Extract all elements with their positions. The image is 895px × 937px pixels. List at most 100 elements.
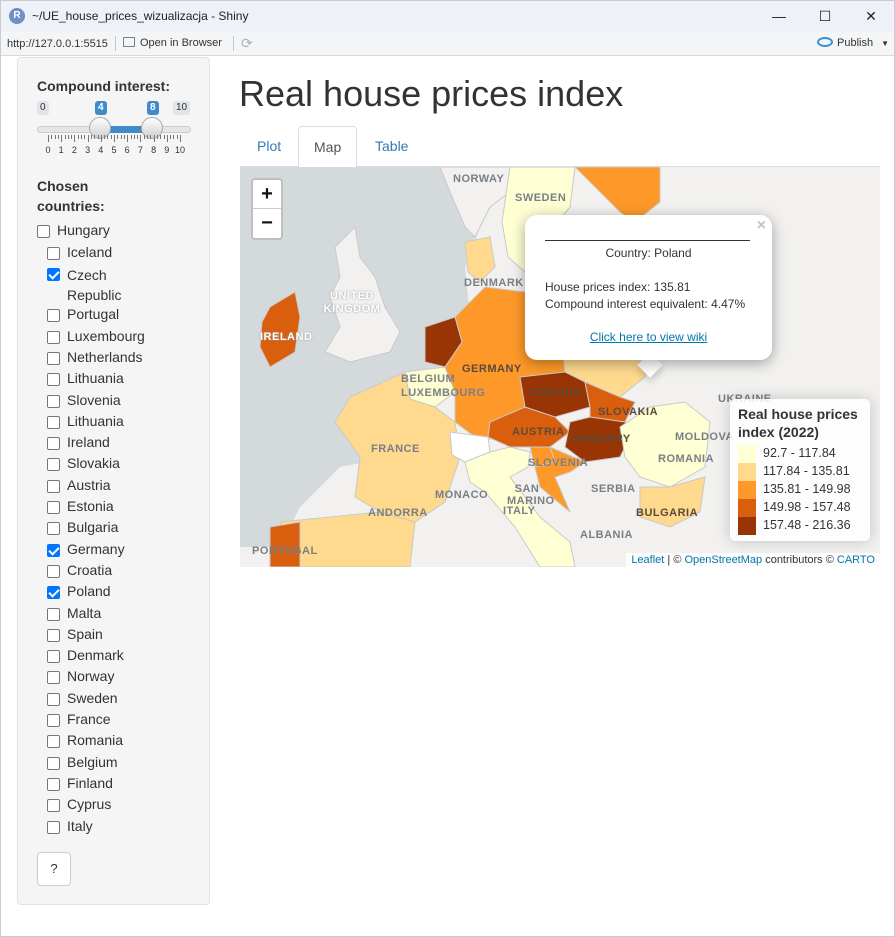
slider-tick <box>90 135 92 139</box>
checkbox-label: Estonia <box>67 498 114 514</box>
publish-label: Publish <box>837 37 874 49</box>
checkbox-label: France <box>67 711 111 727</box>
checkbox-label: Germany <box>67 540 125 557</box>
legend-swatch <box>738 517 756 535</box>
checkbox-box[interactable] <box>47 671 60 685</box>
popup-country: Country: Poland <box>605 246 692 260</box>
zoom-control: + − <box>251 178 283 240</box>
bulgaria-shape <box>639 476 706 528</box>
checkbox-box[interactable] <box>47 330 60 344</box>
france-shape <box>334 371 461 523</box>
open-in-browser-label: Open in Browser <box>140 37 222 49</box>
divider <box>115 36 116 51</box>
checkbox-label: Sweden <box>67 689 118 706</box>
help-button[interactable]: ? <box>37 852 71 886</box>
leaflet-map[interactable]: NORWAY SWEDEN UNITED KINGDOM IRELAND DEN… <box>240 167 880 567</box>
legend-swatch <box>738 481 756 499</box>
checkbox-box[interactable] <box>47 543 60 557</box>
divider <box>233 36 234 51</box>
map-label-bulgaria: BULGARIA <box>636 507 699 519</box>
zoom-in-button[interactable]: + <box>253 180 281 209</box>
popup-wiki-link[interactable]: Click here to view wiki <box>589 330 708 344</box>
slider-tick <box>54 135 56 139</box>
tab-bar: Plot Map Table <box>240 126 880 168</box>
checkbox-box[interactable] <box>47 268 60 282</box>
checkbox-box[interactable] <box>47 415 60 429</box>
slider-tick <box>107 135 109 139</box>
legend-label: 149.98 - 157.48 <box>763 500 851 514</box>
slider-tick <box>163 135 165 139</box>
checkbox-box[interactable] <box>47 373 60 387</box>
slider-tick-label: 10 <box>174 145 185 155</box>
slider-from-handle[interactable] <box>89 117 111 139</box>
slider-tick <box>170 135 172 139</box>
checkbox-box[interactable] <box>47 479 60 493</box>
checkbox-label: Spain <box>67 625 103 642</box>
checkbox-box[interactable] <box>47 820 60 834</box>
map-legend: Real house prices index (2022) 92.7 - 11… <box>730 399 870 541</box>
map-label-andorra: ANDORRA <box>368 507 428 519</box>
slider-tick <box>180 135 181 142</box>
checkbox-box[interactable] <box>47 564 60 578</box>
legend-item: 157.48 - 216.36 <box>738 517 862 535</box>
checkbox-box[interactable] <box>47 437 60 451</box>
checkbox-box[interactable] <box>47 650 60 664</box>
tab-map[interactable]: Map <box>298 126 358 168</box>
checkbox-box[interactable] <box>47 692 60 706</box>
slider-tick-label: 7 <box>137 145 143 155</box>
close-window-button[interactable]: ✕ <box>865 8 877 24</box>
slider-tick <box>173 135 175 139</box>
maximize-button[interactable]: ☐ <box>818 8 832 24</box>
slider-tick <box>137 135 139 139</box>
leaflet-link[interactable]: Leaflet <box>631 554 665 566</box>
slider-tick <box>64 135 66 139</box>
slider-tick-label: 0 <box>45 145 51 155</box>
osm-link[interactable]: OpenStreetMap <box>684 554 763 566</box>
checkbox-box[interactable] <box>47 607 60 621</box>
map-label-austria: AUSTRIA <box>512 426 565 438</box>
portugal-shape <box>269 521 301 567</box>
legend-label: 157.48 - 216.36 <box>763 518 851 532</box>
carto-link[interactable]: CARTO <box>836 554 875 566</box>
checkbox-box[interactable] <box>47 735 60 749</box>
checkbox-label: Ireland <box>67 434 110 451</box>
slider-tick <box>156 135 158 139</box>
checkbox-box[interactable] <box>47 247 60 260</box>
tab-table[interactable]: Table <box>375 138 409 154</box>
open-in-browser-button[interactable]: Open in Browser <box>123 37 222 49</box>
checkbox-box[interactable] <box>47 309 60 323</box>
map-label-italy: ITALY <box>503 505 536 517</box>
minimize-button[interactable]: — <box>772 8 786 24</box>
checkbox-box[interactable] <box>47 351 60 365</box>
legend-label: 117.84 - 135.81 <box>763 464 850 478</box>
checkbox-label: Hungary <box>57 222 110 238</box>
checkbox-box[interactable] <box>47 522 60 536</box>
map-attribution: Leaflet | © OpenStreetMap contributors ©… <box>626 553 880 567</box>
publish-button[interactable]: Publish ▼ <box>817 37 889 49</box>
checkbox-box[interactable] <box>47 799 60 813</box>
refresh-icon[interactable]: ⟳ <box>241 35 253 51</box>
map-label-norway: NORWAY <box>453 173 505 185</box>
checkbox-label: Bulgaria <box>67 519 119 536</box>
checkbox-box[interactable] <box>37 225 50 238</box>
slider-tick-label: 4 <box>98 145 104 155</box>
checkbox-label: Lithuania <box>67 370 124 387</box>
checkbox-label: Croatia <box>67 561 113 578</box>
slider-tick-label: 1 <box>58 145 64 155</box>
checkbox-box[interactable] <box>47 628 60 642</box>
checkbox-box[interactable] <box>47 458 60 472</box>
checkbox-box[interactable] <box>47 501 60 514</box>
slider-tick-label: 5 <box>111 145 117 155</box>
popup-close-button[interactable]: × <box>756 217 766 234</box>
checkbox-box[interactable] <box>47 714 60 727</box>
zoom-out-button[interactable]: − <box>261 212 273 234</box>
checkbox-box[interactable] <box>47 777 60 791</box>
tab-plot[interactable]: Plot <box>257 138 282 154</box>
checkbox-box[interactable] <box>47 586 60 600</box>
slider-to-handle[interactable] <box>141 117 163 139</box>
checkbox-box[interactable] <box>47 756 60 770</box>
slider-tick <box>120 135 122 139</box>
slider-tick <box>147 135 148 139</box>
checkbox-box[interactable] <box>47 394 60 408</box>
legend-swatch <box>738 445 756 463</box>
